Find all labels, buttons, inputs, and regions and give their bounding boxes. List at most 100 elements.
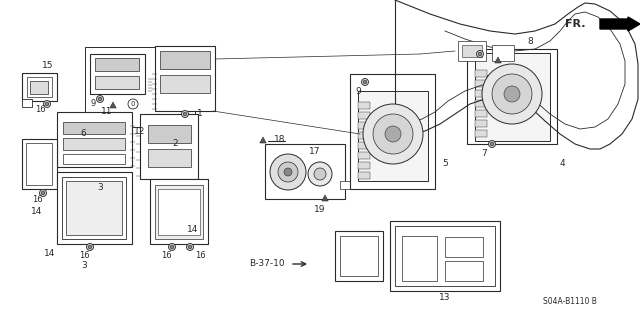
Polygon shape [260,137,266,143]
Bar [85,47,195,127]
Circle shape [492,74,532,114]
Bar [358,142,370,149]
Bar [265,144,345,199]
Bar [402,236,437,281]
Bar [475,53,550,141]
Text: 8: 8 [527,36,533,46]
Text: S04A-B1110 B: S04A-B1110 B [543,296,597,306]
Bar [95,76,139,89]
Text: 13: 13 [439,293,451,301]
Circle shape [478,52,482,56]
Circle shape [44,100,51,108]
Text: 6: 6 [80,130,86,138]
Circle shape [41,191,45,195]
Bar [340,181,350,189]
Bar [492,45,514,61]
Bar [90,54,145,94]
Bar [445,237,483,257]
Text: 18: 18 [275,135,285,144]
Text: 17: 17 [309,146,321,155]
Polygon shape [495,57,501,63]
Text: 12: 12 [134,127,146,136]
Circle shape [45,102,49,106]
Bar [140,114,198,179]
Bar [22,139,57,189]
Circle shape [182,110,189,117]
Bar [475,100,487,107]
Circle shape [188,245,192,249]
Text: 14: 14 [44,249,56,258]
Text: 5: 5 [442,160,448,168]
Bar [62,177,126,239]
Circle shape [488,140,495,147]
Bar [160,75,210,93]
Bar [458,41,486,61]
Text: 9: 9 [355,86,361,95]
Bar [475,130,487,137]
Circle shape [504,86,520,102]
Bar [63,154,125,164]
Bar [487,75,517,97]
Bar [160,51,210,69]
Circle shape [278,162,298,182]
Bar [158,189,200,235]
Bar [350,74,435,189]
Text: 11: 11 [101,107,113,115]
Circle shape [183,112,187,116]
Text: 14: 14 [31,206,43,216]
Circle shape [373,114,413,154]
Bar [358,172,370,179]
Text: 0: 0 [131,101,135,107]
Bar [475,110,487,117]
Bar [148,125,191,143]
Text: 16: 16 [195,251,205,261]
Bar [358,91,428,181]
Bar [358,112,370,119]
Bar [475,120,487,127]
Circle shape [314,168,326,180]
Circle shape [97,95,104,102]
Circle shape [40,189,47,197]
Bar [390,221,500,291]
Bar [475,80,487,87]
Circle shape [86,243,93,250]
Bar [475,70,487,77]
Circle shape [88,245,92,249]
Bar [22,73,57,101]
Bar [358,122,370,129]
Circle shape [99,97,102,101]
Text: 15: 15 [42,61,54,70]
Polygon shape [110,102,116,108]
Circle shape [186,243,193,250]
Bar [22,99,32,107]
Circle shape [170,245,173,249]
Bar [27,77,52,97]
Text: 16: 16 [35,105,45,114]
Bar [335,231,383,281]
Bar [26,143,52,185]
Bar [57,112,132,167]
Bar [30,81,48,94]
Bar [475,90,487,97]
Text: 7: 7 [481,150,487,159]
Bar [95,58,139,71]
Circle shape [490,142,493,146]
Bar [155,46,215,111]
Text: 9: 9 [90,99,95,108]
Circle shape [168,243,175,250]
Text: 1: 1 [197,109,203,118]
Text: 16: 16 [161,251,172,261]
Text: 3: 3 [97,182,103,191]
Bar [491,79,513,93]
Circle shape [128,99,138,109]
Bar [63,138,125,150]
Circle shape [308,162,332,186]
Circle shape [477,50,483,57]
Bar [395,226,495,286]
Bar [148,149,191,167]
Bar [358,132,370,139]
Bar [66,181,122,235]
Circle shape [482,64,542,124]
Text: B-37-10: B-37-10 [250,259,285,269]
Bar [445,261,483,281]
